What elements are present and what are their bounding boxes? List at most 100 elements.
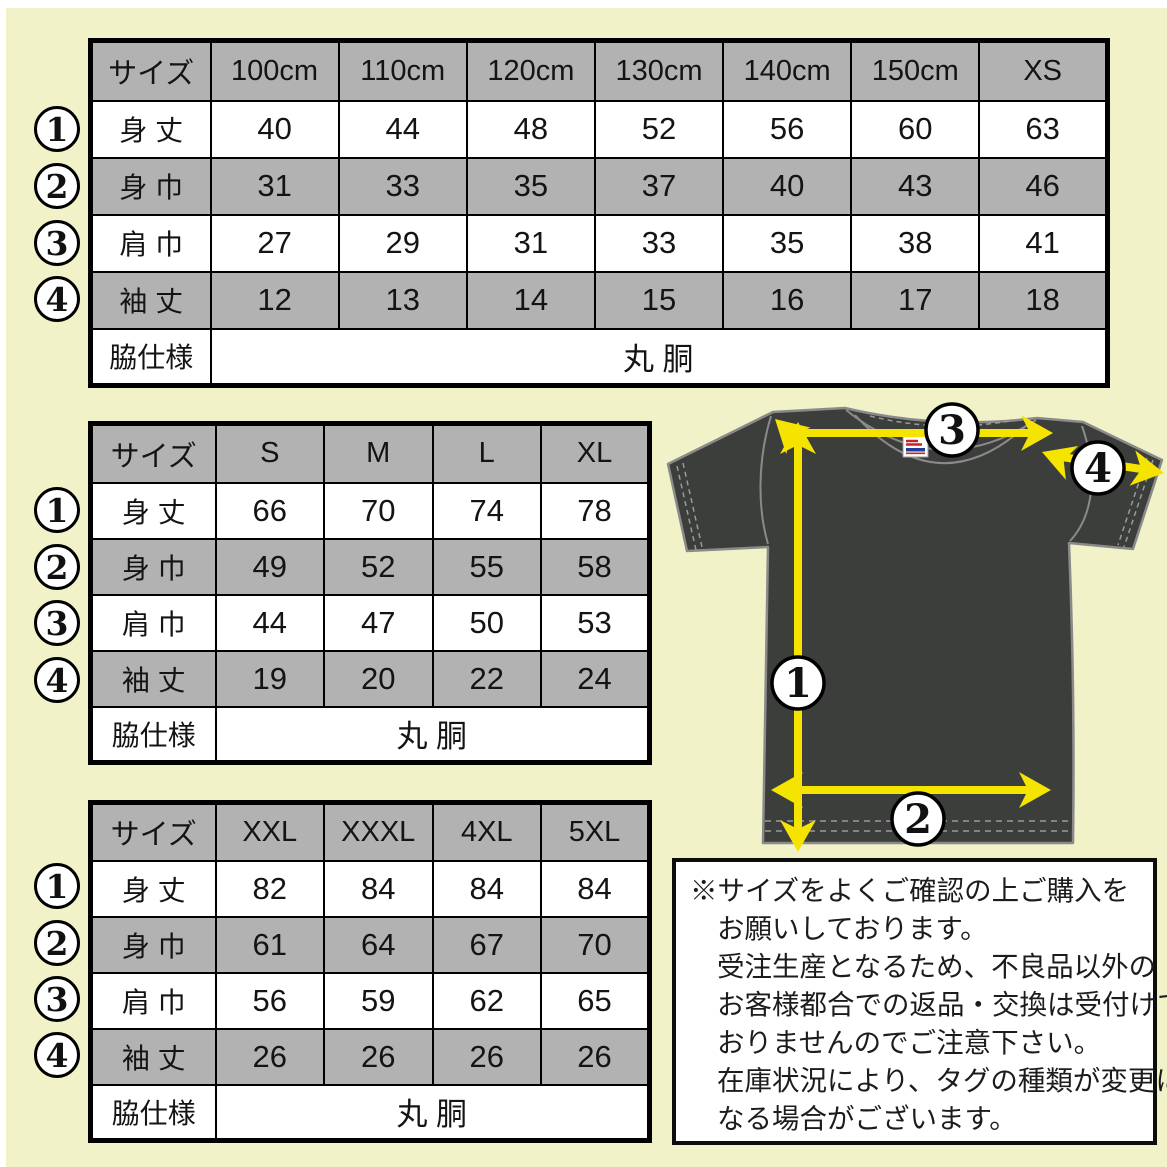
marker-number: 4 [45,660,69,700]
row-marker-2: 2 [34,920,80,966]
size-cell: 55 [431,537,542,596]
size-cell: 49 [214,537,325,596]
row-marker-2: 2 [34,163,80,209]
size-cell: 44 [214,593,325,652]
callout-number: 1 [784,660,812,707]
column-header: 110cm [337,39,468,102]
table-row: 身 巾 49 52 55 58 [89,537,651,596]
size-cell: 27 [209,213,340,273]
size-cell: 19 [214,649,325,708]
row-marker-4: 4 [34,657,80,703]
column-header: XS [978,39,1109,102]
note-line: おりませんのでご注意下さい。 [717,1027,1102,1058]
size-cell: 35 [722,213,853,273]
size-cell: 20 [323,649,434,708]
size-cell: 41 [978,213,1109,273]
size-cell: 26 [540,1027,651,1086]
row-marker-4: 4 [34,276,80,322]
table-row: 身 巾 61 64 67 70 [89,915,651,974]
size-cell: 15 [593,270,725,330]
size-cell: 84 [540,859,651,918]
size-cell: 26 [431,1027,542,1086]
column-header: 130cm [593,39,725,102]
size-cell: 47 [323,593,434,652]
marker-number: 2 [45,923,69,963]
measure-arrows [771,415,1164,852]
tshirt-measurement-diagram: 1 2 3 4 [666,402,1164,852]
purchase-notes-box: ※サイズをよくご確認の上ご購入を お願いしております。 受注生産となるため、不良… [672,858,1167,1145]
size-cell: 74 [431,481,542,540]
adult-size-table: サイズ S M L XL 身 丈 66 70 74 78 身 巾 49 52 5… [88,421,652,765]
note-line: なる場合がございます。 [717,1103,1017,1134]
size-cell: 43 [850,156,981,216]
sleeve-stitch-right [1117,457,1154,548]
row-label: 脇仕様 [89,1083,217,1142]
note-line: お客様都合での返品・交換は受付けて [717,989,1167,1020]
table-header-row: サイズ S M L XL [89,422,651,484]
size-cell: 35 [465,156,596,216]
table-row: 身 丈 66 70 74 78 [89,481,651,540]
row-marker-3: 3 [34,976,80,1022]
size-cell: 26 [214,1027,325,1086]
marker-number: 3 [45,223,69,263]
side-spec-cell: 丸 胴 [214,705,651,764]
size-cell: 82 [214,859,325,918]
callout-number: 2 [904,796,932,843]
note-line: お願いしております。 [717,913,988,944]
size-cell: 65 [540,971,651,1030]
column-header: XXXL [323,801,434,862]
callout-2: 2 [890,791,946,847]
marker-number: 1 [45,109,69,149]
size-cell: 40 [722,156,853,216]
kids-size-table: サイズ 100cm 110cm 120cm 130cm 140cm 150cm … [88,38,1110,388]
row-marker-4: 4 [34,1032,80,1078]
callout-number: 4 [1084,445,1112,492]
table-row: 肩 巾 44 47 50 53 [89,593,651,652]
side-spec-cell: 丸 胴 [209,327,1109,387]
callout-1: 1 [770,655,826,711]
row-marker-3: 3 [34,220,80,266]
row-label: 身 巾 [89,537,217,596]
table-row: 肩 巾 56 59 62 65 [89,971,651,1030]
size-cell: 52 [593,99,725,159]
size-cell: 62 [431,971,542,1030]
size-cell: 56 [722,99,853,159]
row-label: 身 丈 [89,99,212,159]
brand-tag-icon [902,435,929,458]
marker-number: 4 [45,279,69,319]
size-cell: 18 [978,270,1109,330]
table-header-row: サイズ 100cm 110cm 120cm 130cm 140cm 150cm … [89,39,1109,102]
row-label: 身 丈 [89,481,217,540]
size-cell: 53 [540,593,651,652]
size-cell: 78 [540,481,651,540]
size-cell: 38 [850,213,981,273]
size-cell: 17 [850,270,981,330]
callout-3: 3 [924,402,980,458]
row-marker-2: 2 [34,544,80,590]
row-label: 脇仕様 [89,327,212,387]
armhole-seam-left [759,415,772,545]
size-cell: 60 [850,99,981,159]
size-cell: 48 [465,99,596,159]
size-cell: 63 [978,99,1109,159]
callout-number: 3 [938,407,966,454]
column-header: 120cm [465,39,596,102]
marker-number: 2 [45,547,69,587]
table-header-row: サイズ XXL XXXL 4XL 5XL [89,801,651,862]
size-cell: 22 [431,649,542,708]
row-label: 身 丈 [89,859,217,918]
size-cell: 31 [465,213,596,273]
column-header: 4XL [431,801,542,862]
size-cell: 13 [337,270,468,330]
marker-number: 4 [45,1035,69,1075]
size-cell: 52 [323,537,434,596]
row-label: 肩 巾 [89,213,212,273]
side-spec-cell: 丸 胴 [214,1083,651,1142]
callout-4: 4 [1070,440,1126,496]
size-cell: 24 [540,649,651,708]
size-cell: 16 [722,270,853,330]
row-label: 肩 巾 [89,593,217,652]
row-marker-3: 3 [34,600,80,646]
size-cell: 67 [431,915,542,974]
